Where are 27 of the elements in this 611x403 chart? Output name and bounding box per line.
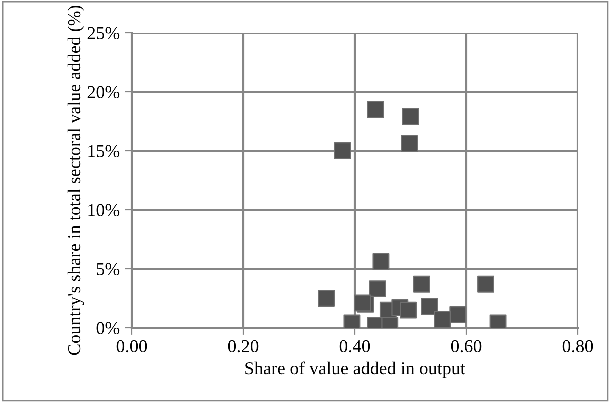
x-tick-label: 0.20 [228,340,259,353]
y-tick-label: 5% [97,263,120,276]
x-axis-title: Share of value added in output [246,362,466,378]
point [413,276,430,293]
point [478,276,494,293]
point [401,135,418,152]
x-tick-label: 0.80 [562,340,594,353]
point [372,253,390,270]
x-tick-label: 0.00 [116,340,148,353]
point [421,298,438,316]
y-tick-label: 25% [88,27,120,40]
point [434,311,451,328]
y-tick-label: 15% [88,145,120,158]
point [318,290,336,307]
x-tick-label: 0.40 [340,340,370,353]
point [450,306,467,324]
y-tick-label: 10% [88,204,120,216]
point [354,294,372,312]
point [402,108,420,126]
point [400,302,417,319]
y-tick-label: 0% [96,322,120,334]
y-axis-title: Country's share in total sectoral value added (%) [68,6,84,356]
x-tick-label: 0.60 [451,340,482,353]
y-tick-label: 20% [88,86,120,98]
point [367,101,384,118]
point [369,280,386,298]
point [334,142,352,160]
